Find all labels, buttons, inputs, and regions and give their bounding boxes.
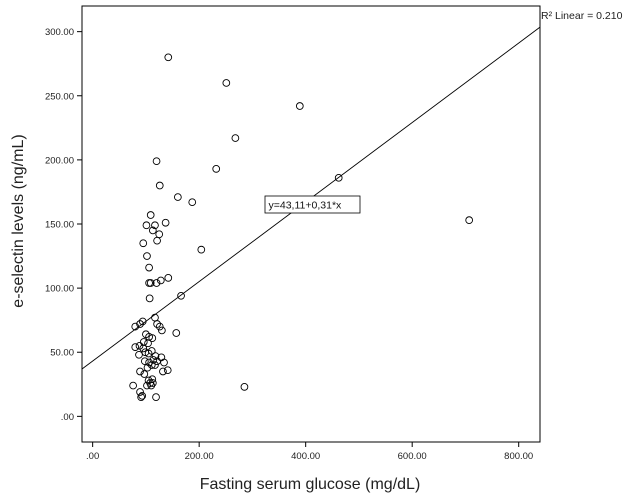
data-point [158, 326, 166, 335]
data-point [151, 352, 160, 360]
data-point [140, 370, 149, 378]
x-tick-label: 400.00 [291, 451, 320, 462]
data-point [146, 211, 155, 219]
data-point [212, 165, 221, 173]
data-point [163, 366, 172, 375]
data-point [140, 357, 149, 366]
data-point [153, 320, 161, 328]
data-point [156, 276, 165, 285]
equation-label: y=43,11+0,31*x [269, 200, 343, 212]
equation-box [264, 195, 361, 214]
data-point [143, 381, 151, 390]
data-point [143, 252, 151, 260]
x-tick-label: 600.00 [398, 451, 427, 462]
data-point [147, 381, 156, 390]
y-tick-label: 300.00 [45, 27, 74, 38]
data-point [197, 245, 206, 254]
data-point [231, 134, 240, 142]
data-point [161, 218, 170, 227]
data-point [164, 274, 173, 282]
data-point [148, 334, 157, 342]
data-point [139, 239, 148, 248]
data-point [139, 344, 148, 353]
data-point [152, 157, 161, 166]
r2-label: R² Linear = 0.210 [541, 10, 623, 22]
data-point [334, 173, 343, 182]
data-point [465, 216, 474, 225]
data-point [145, 263, 153, 272]
x-tick-label: .00 [86, 451, 99, 462]
data-point [144, 349, 153, 358]
y-axis-title: e-selectin levels (ng/mL) [10, 134, 27, 307]
y-tick-label: 150.00 [45, 220, 74, 231]
y-tick-label: 100.00 [45, 284, 74, 295]
data-point [145, 294, 154, 303]
y-tick-label: 200.00 [45, 155, 74, 166]
y-tick-label: .00 [61, 412, 74, 423]
data-point [155, 322, 164, 331]
data-point [144, 339, 152, 348]
data-point [152, 393, 160, 401]
data-point [155, 181, 164, 190]
data-point [148, 226, 157, 235]
data-point [151, 221, 159, 230]
data-point [159, 367, 167, 376]
data-points [129, 53, 474, 401]
data-point [164, 53, 173, 62]
x-axis-title: Fasting serum glucose (mg/dL) [200, 476, 421, 493]
data-point [152, 279, 161, 287]
data-point [142, 221, 151, 230]
data-point [177, 291, 185, 300]
data-point [240, 383, 249, 391]
data-point [137, 393, 145, 401]
x-axis: .00 200.00 400.00 600.00 800.00 [86, 442, 533, 462]
data-point [136, 367, 144, 376]
data-point [145, 279, 153, 287]
data-point [160, 358, 168, 367]
y-tick-label: 50.00 [50, 348, 74, 359]
x-tick-label: 800.00 [504, 451, 533, 462]
data-point [153, 236, 161, 245]
x-tick-label: 200.00 [185, 451, 214, 462]
data-point [129, 381, 137, 390]
data-point [136, 388, 144, 396]
data-point [131, 343, 140, 351]
y-tick-label: 250.00 [45, 91, 74, 102]
data-point [151, 361, 159, 369]
data-point [138, 391, 147, 400]
data-point [136, 320, 144, 328]
data-point [143, 363, 152, 372]
data-point [135, 350, 143, 359]
data-point [222, 79, 231, 87]
data-point [188, 198, 197, 207]
data-point [147, 361, 156, 369]
y-axis: .00 50.00 100.00 150.00 200.00 250.00 300.00 [45, 27, 82, 423]
data-point [174, 193, 182, 201]
data-point [149, 356, 158, 364]
data-point [295, 102, 304, 110]
data-point [172, 329, 181, 337]
